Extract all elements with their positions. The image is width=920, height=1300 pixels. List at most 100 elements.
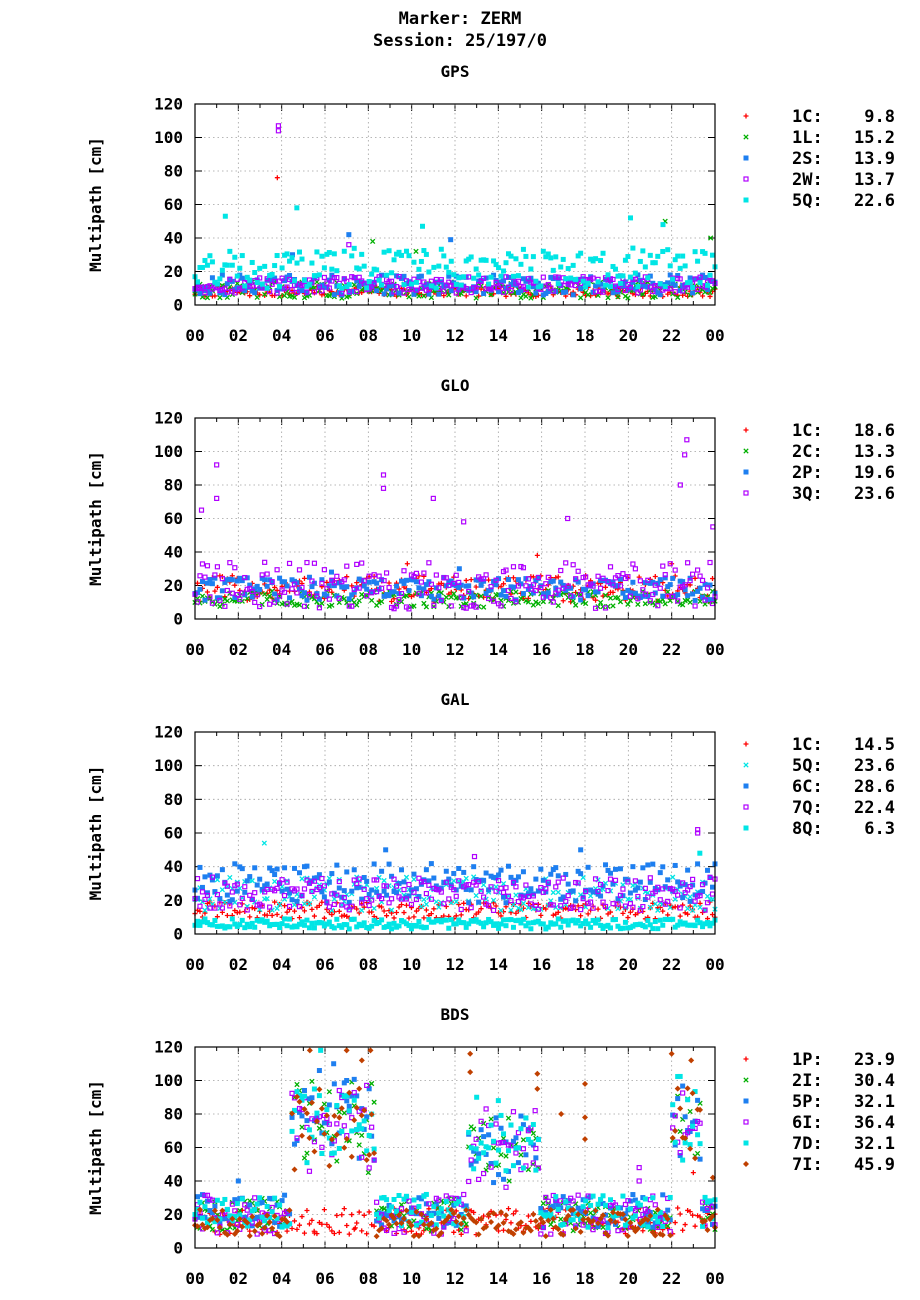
legend-marker-1L [743, 134, 749, 140]
data-point [627, 593, 634, 599]
data-point [324, 1107, 330, 1113]
legend-value-5Q: 23.6 [854, 756, 895, 776]
data-point [585, 280, 591, 286]
data-point [530, 1142, 536, 1148]
data-point [264, 1203, 270, 1209]
data-point [510, 273, 516, 279]
data-point [617, 599, 624, 605]
data-point [356, 910, 362, 916]
data-point [545, 590, 551, 596]
legend-label-2W: 2W: [792, 170, 823, 190]
data-point [264, 895, 270, 902]
data-point [520, 895, 527, 901]
data-point [456, 901, 462, 907]
data-point [242, 288, 248, 294]
data-point [598, 922, 604, 928]
data-point [289, 1090, 295, 1096]
data-point [692, 923, 698, 929]
data-point [321, 915, 327, 921]
data-point [197, 908, 203, 914]
data-point [229, 590, 235, 596]
data-point [585, 921, 591, 927]
data-point [645, 1220, 651, 1226]
data-point [473, 584, 479, 590]
data-point [284, 1228, 290, 1234]
data-point [687, 578, 693, 584]
data-point [227, 903, 233, 909]
data-point [632, 276, 638, 282]
data-point [331, 925, 337, 931]
legend-label-8Q: 8Q: [792, 819, 823, 839]
data-point [304, 289, 310, 295]
data-point [349, 603, 355, 609]
data-point [326, 596, 332, 602]
data-point-outlier [677, 482, 683, 488]
data-point [694, 1150, 701, 1157]
data-point [451, 887, 457, 893]
data-point [341, 596, 347, 602]
data-point [369, 271, 375, 277]
data-point [217, 597, 223, 604]
data-point-outlier [688, 1057, 695, 1064]
data-point [359, 1228, 365, 1234]
x-tick-label: 00 [705, 640, 724, 659]
data-point [530, 582, 536, 588]
data-point [635, 284, 641, 290]
data-point [468, 1157, 474, 1163]
data-point [401, 568, 407, 574]
data-point [505, 576, 511, 582]
data-point [329, 266, 335, 272]
data-point [645, 1208, 651, 1214]
legend-marker-6I [743, 1119, 749, 1125]
data-point [287, 890, 293, 896]
data-point [292, 1107, 298, 1113]
data-point [282, 916, 288, 922]
data-point [207, 290, 213, 296]
legend-label-2I: 2I: [792, 1071, 823, 1091]
data-point [451, 870, 457, 876]
data-point [204, 563, 211, 569]
data-point [637, 879, 643, 885]
legend-label-5P: 5P: [792, 1092, 823, 1112]
data-point [493, 884, 499, 890]
data-point [525, 599, 532, 605]
data-point [237, 596, 243, 602]
legend-label-1P: 1P: [792, 1050, 823, 1070]
data-point [222, 603, 228, 609]
data-point [408, 1209, 414, 1215]
data-point [486, 887, 492, 893]
data-point [366, 1209, 372, 1215]
data-point [617, 892, 624, 898]
data-point [664, 1215, 671, 1222]
data-point [466, 1129, 472, 1135]
data-point [682, 1222, 688, 1228]
data-point [232, 254, 238, 260]
data-point [306, 589, 312, 595]
data-point [359, 896, 365, 902]
data-point [622, 903, 629, 909]
data-point [267, 904, 273, 910]
data-point [326, 1224, 332, 1230]
x-tick-label: 02 [229, 326, 248, 345]
data-point [603, 282, 609, 288]
data-point [264, 912, 270, 918]
data-point [486, 281, 492, 287]
data-point [501, 588, 507, 594]
data-point [520, 276, 526, 282]
data-point [478, 1127, 484, 1133]
data-point [304, 290, 310, 296]
data-point [212, 293, 218, 299]
data-point [490, 907, 497, 914]
data-point [650, 1224, 656, 1230]
data-point [655, 907, 661, 913]
legend-label-3Q: 3Q: [792, 484, 823, 504]
data-point [642, 601, 648, 607]
data-point [705, 920, 711, 926]
data-point [597, 881, 604, 888]
data-point [550, 1215, 557, 1222]
data-point [351, 275, 357, 281]
data-point [326, 1089, 333, 1095]
x-tick-label: 18 [575, 326, 594, 345]
data-point [675, 598, 681, 604]
data-point [224, 598, 231, 604]
